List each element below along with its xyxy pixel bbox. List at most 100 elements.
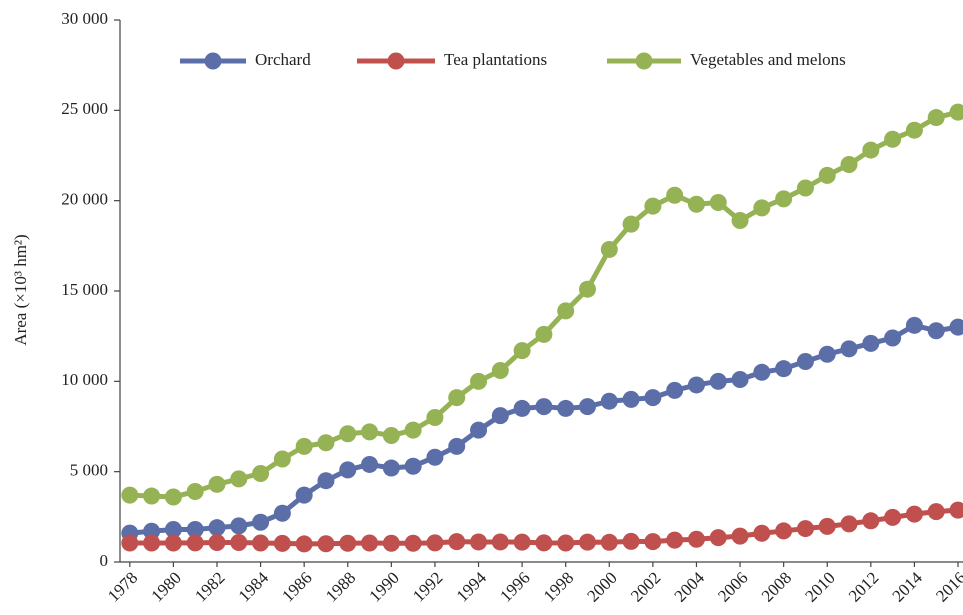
y-tick-label: 25 000: [61, 99, 108, 118]
data-point: [535, 325, 553, 343]
data-point: [404, 421, 422, 439]
y-tick-label: 5 000: [70, 461, 108, 480]
x-tick-label: 1998: [540, 568, 577, 605]
data-point: [927, 503, 945, 521]
data-point: [339, 461, 357, 479]
x-tick-label: 2008: [758, 568, 795, 605]
data-point: [426, 534, 444, 552]
data-point: [164, 520, 182, 538]
data-point: [208, 533, 226, 551]
y-tick-label: 20 000: [61, 190, 108, 209]
data-point: [230, 533, 248, 551]
data-point: [862, 512, 880, 530]
data-point: [252, 464, 270, 482]
data-point: [644, 197, 662, 215]
y-tick-label: 10 000: [61, 370, 108, 389]
data-point: [208, 519, 226, 537]
data-point: [709, 193, 727, 211]
data-point: [295, 535, 313, 553]
data-point: [840, 156, 858, 174]
data-point: [164, 534, 182, 552]
y-axis-label: Area (×10³ hm²): [11, 234, 30, 345]
data-point: [622, 390, 640, 408]
data-point: [840, 340, 858, 358]
data-point: [382, 534, 400, 552]
data-point: [775, 190, 793, 208]
y-tick-label: 30 000: [61, 9, 108, 28]
x-tick-label: 2000: [583, 568, 620, 605]
data-point: [273, 504, 291, 522]
data-point: [644, 533, 662, 551]
data-point: [578, 533, 596, 551]
data-point: [448, 389, 466, 407]
x-tick-label: 1978: [104, 568, 141, 605]
data-point: [731, 527, 749, 545]
data-point: [687, 195, 705, 213]
data-point: [186, 483, 204, 501]
data-point: [143, 522, 161, 540]
data-point: [535, 534, 553, 552]
data-point: [491, 407, 509, 425]
data-point: [121, 486, 139, 504]
data-point: [513, 342, 531, 360]
data-point: [862, 141, 880, 159]
data-point: [622, 532, 640, 550]
data-point: [448, 437, 466, 455]
data-point: [557, 302, 575, 320]
data-point: [687, 530, 705, 548]
data-point: [818, 345, 836, 363]
legend-label: Vegetables and melons: [690, 50, 846, 69]
data-point: [578, 398, 596, 416]
legend-marker: [635, 52, 653, 70]
y-tick-label: 0: [100, 551, 109, 570]
data-point: [339, 425, 357, 443]
x-tick-label: 2010: [801, 568, 838, 605]
data-point: [470, 372, 488, 390]
data-point: [927, 109, 945, 127]
data-point: [796, 520, 814, 538]
x-tick-label: 1986: [278, 568, 315, 605]
data-point: [622, 215, 640, 233]
data-point: [557, 534, 575, 552]
data-point: [273, 450, 291, 468]
data-point: [775, 360, 793, 378]
data-point: [687, 376, 705, 394]
data-point: [862, 334, 880, 352]
data-point: [578, 280, 596, 298]
data-point: [164, 488, 182, 506]
data-point: [905, 316, 923, 334]
data-point: [426, 408, 444, 426]
data-point: [426, 448, 444, 466]
data-point: [905, 121, 923, 139]
data-point: [448, 533, 466, 551]
x-tick-label: 1994: [453, 568, 491, 606]
x-tick-label: 1988: [322, 568, 359, 605]
data-point: [143, 534, 161, 552]
data-point: [818, 517, 836, 535]
data-point: [470, 421, 488, 439]
data-point: [731, 371, 749, 389]
data-point: [796, 352, 814, 370]
data-point: [796, 179, 814, 197]
data-point: [252, 513, 270, 531]
data-point: [317, 434, 335, 452]
data-point: [382, 427, 400, 445]
data-point: [949, 501, 963, 519]
data-point: [339, 534, 357, 552]
data-point: [404, 457, 422, 475]
x-tick-label: 2014: [889, 568, 927, 606]
data-point: [361, 534, 379, 552]
data-point: [230, 470, 248, 488]
data-point: [470, 533, 488, 551]
data-point: [775, 522, 793, 540]
data-point: [273, 534, 291, 552]
data-point: [840, 515, 858, 533]
data-point: [252, 534, 270, 552]
data-point: [361, 455, 379, 473]
data-point: [884, 508, 902, 526]
data-point: [535, 398, 553, 416]
data-point: [186, 520, 204, 538]
data-point: [600, 533, 618, 551]
data-point: [557, 399, 575, 417]
